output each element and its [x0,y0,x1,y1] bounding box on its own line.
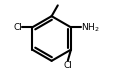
Text: Cl: Cl [63,61,72,70]
Text: Cl: Cl [13,23,22,32]
Text: NH$_2$: NH$_2$ [81,21,99,34]
